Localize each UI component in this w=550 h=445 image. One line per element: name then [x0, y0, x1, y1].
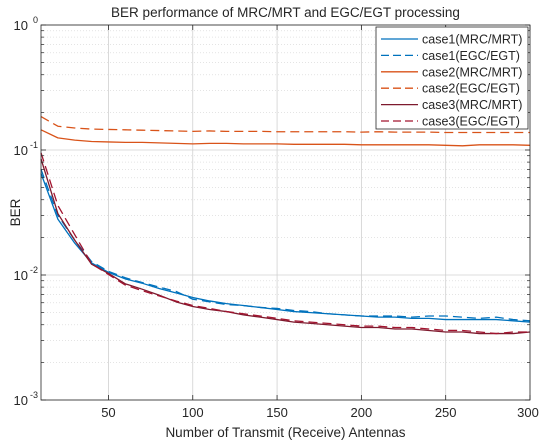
y-tick-label: 10 — [14, 143, 28, 158]
y-axis-label: BER — [8, 198, 23, 226]
x-tick-label: 300 — [517, 405, 539, 420]
y-tick-label: 10 — [14, 393, 28, 408]
y-tick-label: 10 — [14, 268, 28, 283]
series-line — [40, 116, 530, 134]
legend-label: case3(MRC/MRT) — [422, 98, 522, 112]
legend-label: case2(EGC/EGT) — [422, 82, 520, 96]
y-tick-label: 10 — [14, 18, 28, 33]
series-line — [40, 169, 531, 322]
y-tick-label-exponent: -2 — [30, 265, 38, 275]
y-tick-label-exponent: -3 — [30, 390, 38, 400]
y-tick-label-exponent: -1 — [30, 140, 38, 150]
legend-box — [375, 26, 529, 130]
legend-label: case1(EGC/EGT) — [422, 49, 520, 63]
legend-label: case1(MRC/MRT) — [422, 33, 522, 47]
x-axis-label: Number of Transmit (Receive) Antennas — [165, 425, 405, 440]
series-line — [40, 129, 531, 147]
legend-label: case3(EGC/EGT) — [422, 115, 520, 129]
x-tick-labels: 50 100 150 200 250 300 — [101, 405, 539, 420]
legend: case1(MRC/MRT) case1(EGC/EGT) case2(MRC/MR… — [375, 26, 529, 130]
y-tick-label-exponent: 0 — [33, 15, 38, 25]
x-tick-label: 200 — [351, 405, 373, 420]
series-line — [40, 158, 531, 335]
chart-title: BER performance of MRC/MRT and EGC/EGT p… — [111, 5, 460, 20]
x-tick-label: 50 — [101, 405, 115, 420]
series-line — [40, 152, 530, 335]
x-tick-label: 100 — [182, 405, 204, 420]
x-tick-label: 250 — [435, 405, 457, 420]
series-lines — [40, 116, 531, 335]
x-tick-label: 150 — [266, 405, 288, 420]
axes-box — [40, 24, 531, 401]
legend-label: case2(MRC/MRT) — [422, 65, 522, 79]
series-line — [40, 173, 531, 323]
